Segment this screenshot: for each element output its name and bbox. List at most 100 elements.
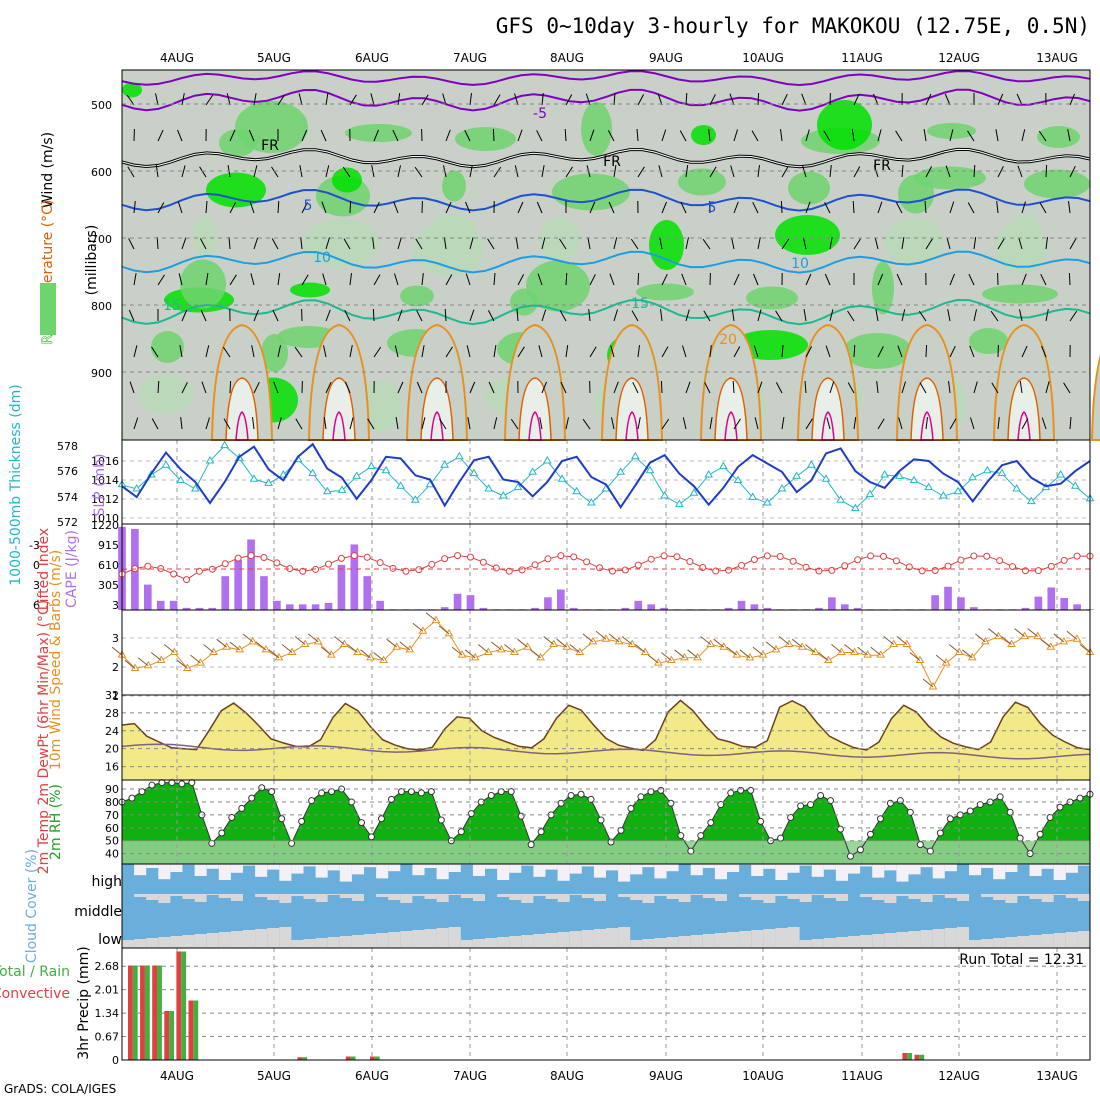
wind-barb: [896, 273, 903, 286]
wind-barb: [997, 238, 1005, 250]
surface-wind-barb: [857, 646, 868, 656]
rh-series-point: [837, 825, 845, 833]
cloud-low-fill: [291, 940, 304, 948]
surface-wind-barb: [386, 638, 398, 648]
temp-contour-25: [615, 377, 649, 441]
date-label-top: 10AUG: [742, 51, 784, 65]
surface-wind-barb: [268, 649, 280, 659]
rh-series-point: [966, 807, 974, 815]
rh-series-point: [757, 817, 765, 825]
cape-bar: [840, 604, 849, 610]
thickness-series-point: [484, 484, 494, 492]
cape-tick-label: 1220: [91, 519, 119, 532]
lifted-index-series-point: [531, 561, 539, 569]
cloud-low-fill: [364, 934, 377, 948]
wind-barb: [229, 380, 232, 394]
wind-barb: [753, 345, 759, 358]
wind-barb: [947, 309, 951, 322]
freezing-level-core: [121, 148, 1091, 168]
wind-barb: [685, 165, 689, 178]
wind-barb: [517, 201, 524, 214]
cloud-high-gap: [787, 864, 800, 873]
rh-series-point: [218, 829, 226, 837]
wind-barb: [1021, 345, 1028, 358]
cape-tick-label: 915: [98, 539, 119, 552]
cloud-high-gap: [218, 864, 231, 880]
wind-barb: [1045, 164, 1048, 178]
wind-barb: [541, 93, 544, 106]
cape-bar: [1060, 598, 1069, 610]
wind-barb: [565, 94, 573, 106]
wind-barb: [320, 129, 327, 142]
surface-wind-barb: [909, 652, 921, 661]
wind-barb: [416, 381, 423, 394]
cloud-middle-fill: [158, 894, 171, 903]
cape-bar: [750, 604, 759, 610]
wind-barb: [253, 309, 259, 322]
wind-barb: [345, 381, 351, 394]
wind-barb: [445, 201, 452, 214]
thickness-tick-label: 578: [57, 440, 78, 453]
temp-tick-label: 20: [105, 743, 119, 756]
wind-speed-series-point: [614, 636, 624, 645]
wind-barb: [1018, 237, 1023, 250]
wind-barb: [661, 201, 667, 214]
cloud-high-gap: [509, 864, 522, 873]
rh-blob: [455, 127, 516, 151]
date-label-top: 5AUG: [257, 51, 291, 65]
cape-axis-label: CAPE (J/kg): [64, 530, 80, 608]
cloud-high-gap: [763, 864, 776, 869]
thickness-series-point: [308, 468, 318, 477]
pressure-tick-label: 500: [91, 99, 112, 112]
precip-bar-total: [919, 1054, 925, 1060]
wind-barb: [253, 381, 260, 394]
chart-title: GFS 0~10day 3-hourly for MAKOKOU (12.75E…: [496, 14, 1090, 38]
rh-blob: [151, 331, 184, 363]
cape-bar: [260, 576, 268, 610]
date-label-bottom: 6AUG: [355, 1069, 389, 1083]
thickness-series-point: [616, 467, 626, 475]
rh-surface-axis-label: 2m RH (%): [48, 784, 64, 860]
cloud-middle-fill: [763, 894, 776, 903]
wind-barb: [325, 93, 329, 106]
wind-speed-series-point: [588, 636, 598, 645]
lifted-index-series-point: [854, 556, 862, 564]
cloud-low-fill: [497, 937, 510, 948]
wind-barb: [829, 381, 835, 394]
cape-bar: [273, 600, 281, 610]
thickness-series-point: [513, 482, 523, 491]
wind-barb: [608, 201, 615, 214]
lifted-index-series-point: [557, 552, 565, 560]
wind-barb: [181, 382, 188, 394]
wind-barb: [181, 93, 185, 106]
surface-wind-barb: [896, 636, 908, 645]
temp-contour-30: [625, 411, 639, 441]
rh-series-point: [996, 793, 1004, 801]
wind-barb: [515, 237, 519, 250]
wind-speed-series-point: [549, 639, 559, 648]
wind-barb: [251, 345, 255, 358]
wind-barb: [560, 381, 567, 394]
rh-tick-label: 40: [105, 848, 119, 861]
lifted-index-series-point: [596, 564, 604, 572]
cape-bar: [569, 607, 578, 610]
cloud-high-gap: [944, 864, 957, 872]
wind-barb: [442, 93, 447, 106]
dewpoint-series: [121, 743, 1091, 760]
rh-blob: [261, 334, 288, 372]
rh-series-point: [308, 797, 316, 805]
cape-bar: [647, 604, 655, 610]
wind-barb: [201, 381, 207, 394]
wind-barb: [517, 129, 523, 142]
date-label-top: 13AUG: [1036, 51, 1078, 65]
wind-barb: [151, 346, 159, 358]
wind-barb: [129, 381, 135, 394]
pressure-tick-label: 900: [91, 367, 112, 380]
wind-barb: [897, 345, 903, 358]
surface-wind-barb: [399, 641, 411, 651]
wind-speed-series-point: [496, 644, 506, 653]
surface-wind-barb: [216, 638, 227, 648]
wind-barb: [925, 344, 928, 358]
cloud-high-gap: [884, 864, 897, 871]
surface-wind-barb: [739, 649, 751, 659]
